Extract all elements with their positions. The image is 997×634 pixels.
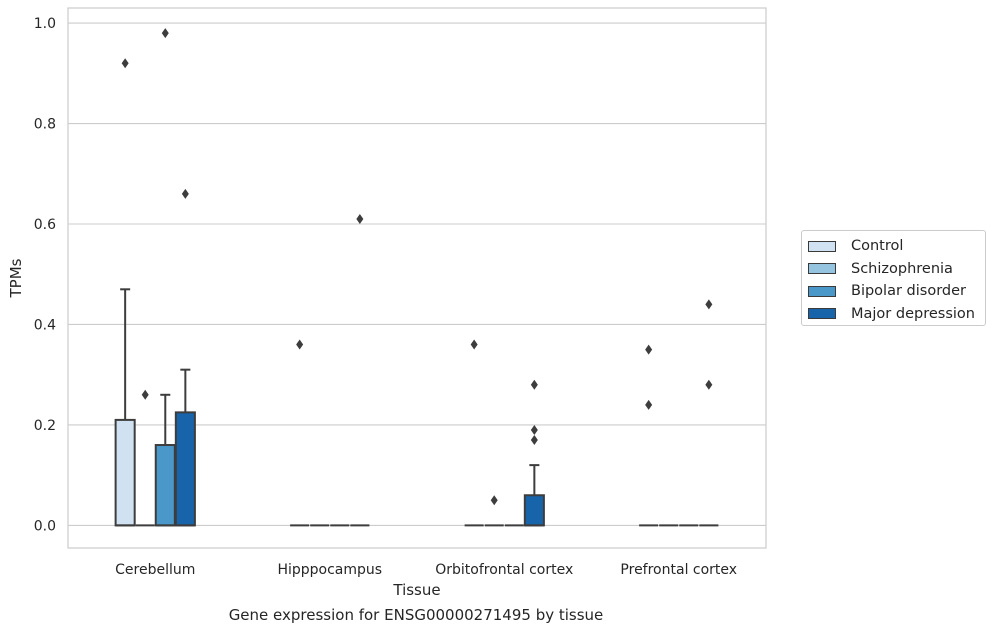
legend-swatch bbox=[808, 240, 836, 252]
legend-swatch bbox=[808, 308, 836, 320]
outlier-point bbox=[530, 424, 538, 435]
box-bipolar-disorder bbox=[154, 28, 176, 527]
legend-item: Schizophrenia bbox=[808, 258, 979, 281]
box-control bbox=[290, 339, 310, 527]
box-body bbox=[174, 411, 196, 527]
outlier-point bbox=[161, 28, 169, 39]
x-tick-labels: Cerebellum Hipppocampus Orbitofrontal cort… bbox=[115, 562, 737, 578]
outlier-point bbox=[645, 344, 653, 355]
legend-item: Bipolar disorder bbox=[808, 280, 979, 303]
legend-item: Control bbox=[808, 235, 979, 258]
box-major-depression bbox=[174, 188, 196, 527]
box-body bbox=[523, 494, 545, 527]
y-tick-label: 0.8 bbox=[34, 117, 56, 133]
box-schizophrenia bbox=[135, 389, 155, 527]
box-body bbox=[114, 418, 136, 527]
y-tick-label: 0.0 bbox=[34, 518, 56, 534]
y-tick-label: 0.6 bbox=[34, 217, 56, 233]
outlier-point bbox=[356, 213, 364, 224]
box-major-depression bbox=[699, 299, 719, 527]
outlier-point bbox=[141, 389, 149, 400]
legend-label: Control bbox=[851, 238, 904, 255]
outlier-point bbox=[705, 299, 713, 310]
x-tick-label: Prefrontal cortex bbox=[620, 562, 737, 578]
box-body bbox=[154, 444, 176, 527]
legend-swatch bbox=[808, 285, 836, 297]
y-tick-label: 0.4 bbox=[34, 317, 56, 333]
outlier-point bbox=[530, 379, 538, 390]
legend-item: Major depression bbox=[808, 303, 979, 326]
box-major-depression bbox=[350, 213, 370, 527]
legend: Control Schizophrenia Bipolar disorder Majo… bbox=[801, 230, 986, 326]
y-tick-labels: 0.0 0.2 0.4 0.6 0.8 1.0 bbox=[34, 16, 56, 534]
outlier-point bbox=[705, 379, 713, 390]
x-tick-label: Orbitofrontal cortex bbox=[435, 562, 573, 578]
boxes bbox=[114, 28, 719, 527]
outlier-point bbox=[645, 399, 653, 410]
outlier-point bbox=[121, 58, 129, 69]
legend-label: Major depression bbox=[851, 305, 975, 322]
legend-swatch bbox=[808, 263, 836, 275]
legend-label: Schizophrenia bbox=[851, 260, 953, 277]
legend-label: Bipolar disorder bbox=[851, 283, 966, 300]
box-control bbox=[464, 339, 484, 527]
box-major-depression bbox=[523, 379, 545, 527]
y-axis-title: TPMs bbox=[7, 258, 25, 298]
x-axis-title: Tissue bbox=[392, 581, 440, 599]
box-schizophrenia bbox=[484, 495, 504, 527]
x-tick-label: Cerebellum bbox=[115, 562, 195, 578]
plot-frame bbox=[67, 7, 767, 549]
box-control bbox=[114, 58, 136, 527]
outlier-point bbox=[490, 495, 498, 506]
outlier-point bbox=[296, 339, 304, 350]
figure-caption: Gene expression for ENSG00000271495 by t… bbox=[228, 606, 604, 624]
x-tick-label: Hipppocampus bbox=[277, 562, 382, 578]
outlier-point bbox=[181, 188, 189, 199]
y-tick-label: 0.2 bbox=[34, 418, 56, 434]
y-tick-label: 1.0 bbox=[34, 16, 56, 32]
outlier-point bbox=[530, 435, 538, 445]
box-control bbox=[639, 344, 659, 527]
outlier-point bbox=[470, 339, 478, 350]
